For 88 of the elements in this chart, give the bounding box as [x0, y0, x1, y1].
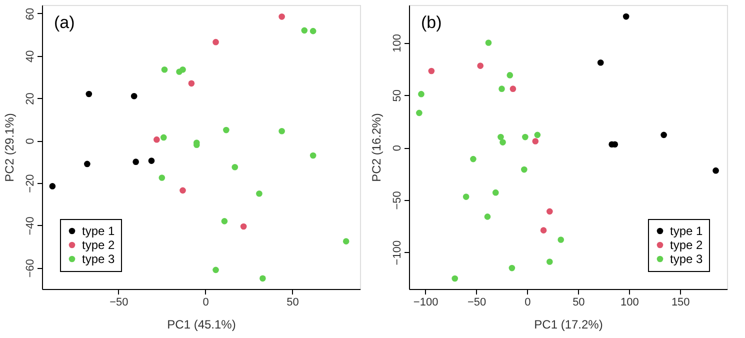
annotation: (a)	[54, 13, 75, 32]
point	[180, 66, 186, 73]
point	[492, 189, 499, 196]
legend-label: type 1	[670, 224, 704, 238]
y-tick-label: 40	[24, 50, 36, 62]
point	[221, 218, 228, 224]
y-tick-label: 20	[24, 92, 36, 105]
y-tick-label: −20	[24, 174, 36, 193]
point	[154, 136, 160, 143]
point	[130, 92, 138, 100]
y-tick-label: −60	[24, 258, 36, 278]
point	[540, 227, 547, 234]
x-tick-label: 150	[671, 296, 690, 308]
point	[278, 14, 285, 20]
point	[712, 167, 719, 174]
point	[546, 258, 553, 265]
annotation: (b)	[421, 13, 442, 32]
point	[416, 110, 422, 116]
point	[660, 132, 667, 138]
legend-label: type 2	[82, 238, 116, 252]
x-tick-label: −100	[413, 296, 438, 308]
point	[546, 208, 553, 215]
x-tick-label: 0	[524, 296, 531, 308]
legend-label: type 1	[82, 224, 116, 238]
point	[498, 86, 505, 92]
point	[148, 158, 155, 164]
y-tick-label: 0	[24, 138, 36, 144]
x-tick-label: 0	[202, 296, 209, 308]
point	[212, 38, 219, 46]
point	[500, 139, 506, 146]
legend-label: type 3	[670, 252, 704, 266]
point	[622, 13, 630, 20]
x-tick-label: 50	[572, 296, 585, 308]
x-tick-label: −50	[110, 296, 128, 308]
point	[508, 264, 516, 272]
point	[212, 266, 219, 274]
point	[188, 80, 195, 87]
point	[160, 134, 167, 141]
y-axis-title: PC2 (16.2%)	[370, 113, 384, 182]
point	[342, 238, 350, 244]
point	[485, 40, 492, 46]
x-axis-title: PC1 (17.2%)	[534, 318, 603, 332]
point	[477, 62, 484, 69]
point	[532, 138, 539, 144]
point	[180, 187, 186, 194]
point	[161, 66, 168, 73]
y-axis-title: PC2 (29.1%)	[2, 113, 16, 182]
y-tick-label: −100	[392, 240, 404, 266]
point	[522, 134, 528, 140]
y-tick-label: −40	[24, 216, 36, 236]
point	[462, 194, 470, 200]
x-tick-label: 50	[286, 296, 299, 308]
point	[506, 72, 514, 78]
point	[49, 183, 56, 190]
point	[84, 160, 90, 168]
legend-label: type 2	[670, 238, 704, 252]
y-tick-label: −50	[392, 191, 404, 210]
point	[301, 27, 308, 34]
point	[86, 90, 92, 98]
point	[521, 166, 528, 173]
point	[418, 90, 424, 98]
point	[223, 126, 230, 134]
point	[510, 86, 516, 92]
point	[558, 236, 564, 243]
y-tick-label: 60	[24, 8, 36, 20]
point	[470, 156, 476, 162]
point	[240, 223, 247, 230]
x-tick-label: −50	[467, 296, 486, 308]
point	[452, 275, 458, 282]
x-tick-label: 100	[620, 296, 639, 308]
y-tick-label: 100	[392, 34, 404, 52]
point	[260, 275, 266, 282]
point	[232, 164, 238, 170]
legend-label: type 3	[82, 252, 116, 266]
point	[597, 59, 604, 66]
point	[278, 128, 285, 134]
x-axis-title: PC1 (45.1%)	[167, 318, 236, 332]
y-tick-label: 0	[392, 144, 404, 152]
point	[484, 214, 491, 220]
point	[256, 190, 262, 197]
point	[534, 132, 541, 138]
point	[310, 28, 316, 34]
point	[498, 134, 504, 140]
point	[158, 174, 166, 181]
point	[310, 152, 316, 159]
y-tick-label: 50	[392, 90, 404, 102]
point	[428, 68, 435, 74]
point	[132, 158, 139, 165]
